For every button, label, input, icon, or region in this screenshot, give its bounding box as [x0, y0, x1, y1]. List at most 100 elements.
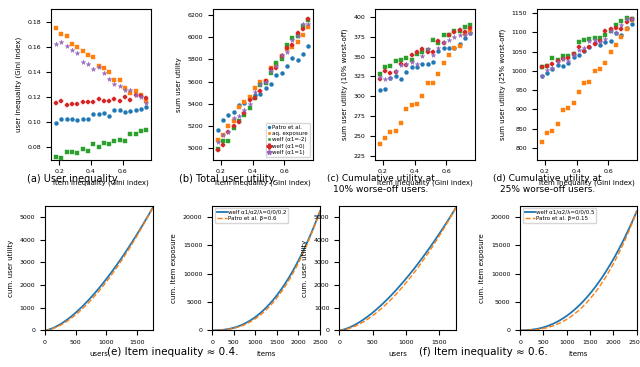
Point — [627, 16, 637, 22]
Point — [412, 64, 422, 70]
Point — [303, 21, 314, 26]
Point — [83, 61, 93, 67]
Patro et al. β=0.15 — [633, 209, 640, 213]
Patro et al. β=0.15 — [404, 278, 412, 282]
welf α1/α2/λ=0/0/0.5 — [404, 274, 412, 278]
Point — [374, 87, 385, 93]
Point — [401, 61, 412, 67]
Point — [547, 66, 557, 72]
welf α1/α2/λ=0/0/0.5 — [516, 328, 524, 333]
Point — [589, 68, 600, 74]
Point — [61, 43, 72, 49]
Line: welf α1/α2/λ=0/0/0.5: welf α1/α2/λ=0/0/0.5 — [520, 211, 637, 330]
Point — [433, 40, 444, 46]
Point — [616, 22, 627, 28]
Point — [234, 113, 244, 119]
Point — [223, 138, 234, 143]
Point — [380, 76, 390, 82]
Point — [67, 101, 77, 106]
Point — [120, 87, 130, 93]
Point — [99, 65, 109, 70]
welf α1/α2/λ=0/0/0.2 — [272, 294, 280, 299]
Point — [438, 61, 449, 66]
Point — [228, 118, 239, 124]
Point — [303, 16, 314, 22]
Point — [136, 106, 146, 112]
welf α1/α2/λ=0/0/0.5 — [614, 248, 622, 252]
Point — [212, 139, 223, 145]
Point — [547, 55, 557, 61]
Point — [396, 57, 406, 63]
Point — [460, 31, 470, 37]
Point — [579, 80, 589, 86]
Point — [136, 92, 146, 98]
Point — [547, 61, 557, 67]
Point — [627, 21, 637, 27]
Point — [536, 73, 547, 79]
Point — [621, 25, 632, 31]
Point — [276, 56, 287, 62]
Patro et al. β=0.6 — [273, 297, 280, 301]
Point — [412, 49, 422, 55]
Y-axis label: sum user utility (25% worst-off): sum user utility (25% worst-off) — [500, 29, 506, 140]
Point — [260, 86, 271, 91]
Point — [568, 54, 579, 60]
Point — [595, 42, 605, 48]
Patro et al. β=0.15 — [622, 236, 630, 240]
Point — [212, 137, 223, 143]
Point — [104, 113, 115, 119]
Point — [120, 109, 130, 115]
Point — [563, 58, 573, 64]
Point — [385, 70, 396, 76]
Point — [433, 45, 444, 51]
Point — [558, 107, 568, 113]
Point — [536, 64, 547, 70]
Point — [611, 22, 621, 28]
Point — [131, 108, 141, 113]
Point — [266, 81, 276, 87]
Point — [51, 155, 61, 160]
Point — [547, 65, 557, 70]
Point — [454, 27, 465, 33]
Y-axis label: sum user utility (10% worst-off): sum user utility (10% worst-off) — [341, 29, 348, 140]
Point — [141, 104, 152, 110]
Point — [51, 26, 61, 32]
Point — [542, 63, 552, 69]
Point — [536, 64, 547, 70]
Point — [465, 29, 476, 34]
Patro et al. β=0.6 — [41, 328, 49, 333]
Point — [234, 104, 244, 110]
Point — [115, 107, 125, 113]
Point — [449, 34, 460, 40]
Point — [417, 53, 428, 59]
Point — [266, 68, 276, 74]
Point — [292, 30, 303, 36]
Point — [621, 19, 632, 25]
Point — [563, 53, 573, 59]
Point — [141, 101, 152, 106]
Point — [255, 91, 266, 97]
Point — [579, 48, 589, 54]
welf α1/α2/λ=0/0/0.2 — [316, 209, 324, 213]
Point — [417, 61, 428, 67]
Point — [61, 102, 72, 108]
Point — [61, 149, 72, 155]
Point — [218, 117, 228, 123]
Point — [99, 140, 109, 146]
Text: (f) Item inequality ≈ 0.6.: (f) Item inequality ≈ 0.6. — [419, 347, 548, 357]
Patro et al. β=0.6 — [42, 328, 49, 333]
Point — [465, 26, 476, 32]
Point — [627, 16, 637, 22]
Point — [444, 37, 454, 43]
Point — [627, 16, 637, 22]
Point — [396, 120, 406, 126]
Point — [460, 24, 470, 30]
X-axis label: item inequality (Gini index): item inequality (Gini index) — [377, 180, 473, 186]
Point — [385, 75, 396, 81]
Point — [558, 56, 568, 62]
Point — [579, 48, 589, 54]
Point — [218, 142, 228, 148]
Point — [99, 70, 109, 76]
Point — [77, 99, 88, 105]
Point — [547, 128, 557, 134]
